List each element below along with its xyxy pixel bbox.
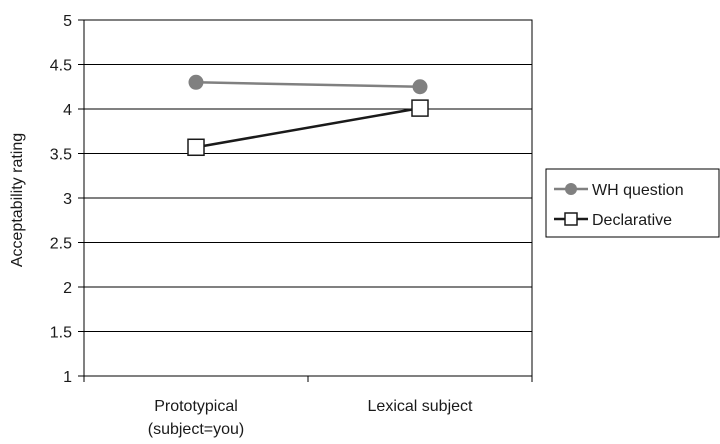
series-line [195,106,421,149]
data-point [412,79,428,95]
data-point [187,138,205,157]
y-tick-label: 4 [63,102,72,119]
legend: WH question Declarative [545,168,720,238]
y-tick-label: 3.5 [50,147,72,164]
y-tick-label: 5 [63,13,72,30]
data-point [411,99,429,117]
legend-marker [564,212,578,226]
series-1 [187,99,429,157]
grid-layer [83,19,533,377]
legend-marker [565,183,577,195]
legend-item-1: Declarative [554,212,672,229]
legend-label: WH question [592,182,684,199]
x-category-label-line: Lexical subject [368,398,474,415]
legend-item-0: WH question [554,182,684,199]
y-tick-label: 2.5 [50,236,72,253]
y-tick-label: 1.5 [50,325,72,342]
legend-label: Declarative [592,212,672,229]
y-tick-label: 2 [63,280,72,297]
y-tick-label: 3 [63,191,72,208]
y-axis-title: Acceptability rating [9,133,26,267]
x-category-label: Prototypical (subject=you) [148,398,245,438]
x-category-label-line: (subject=you) [148,421,245,438]
series-layer [187,74,429,157]
series-line [195,81,421,88]
data-point [188,74,204,90]
y-tick-label: 1 [63,369,72,386]
series-0 [188,74,428,95]
x-category-label-line: Prototypical [154,398,238,415]
y-tick-label: 4.5 [50,58,72,75]
axis-layer: 1 1.5 2 2.5 3 3.5 4 4.5 5 Prototypical (subject=yo… [50,13,533,438]
x-category-label: Lexical subject [368,398,474,415]
